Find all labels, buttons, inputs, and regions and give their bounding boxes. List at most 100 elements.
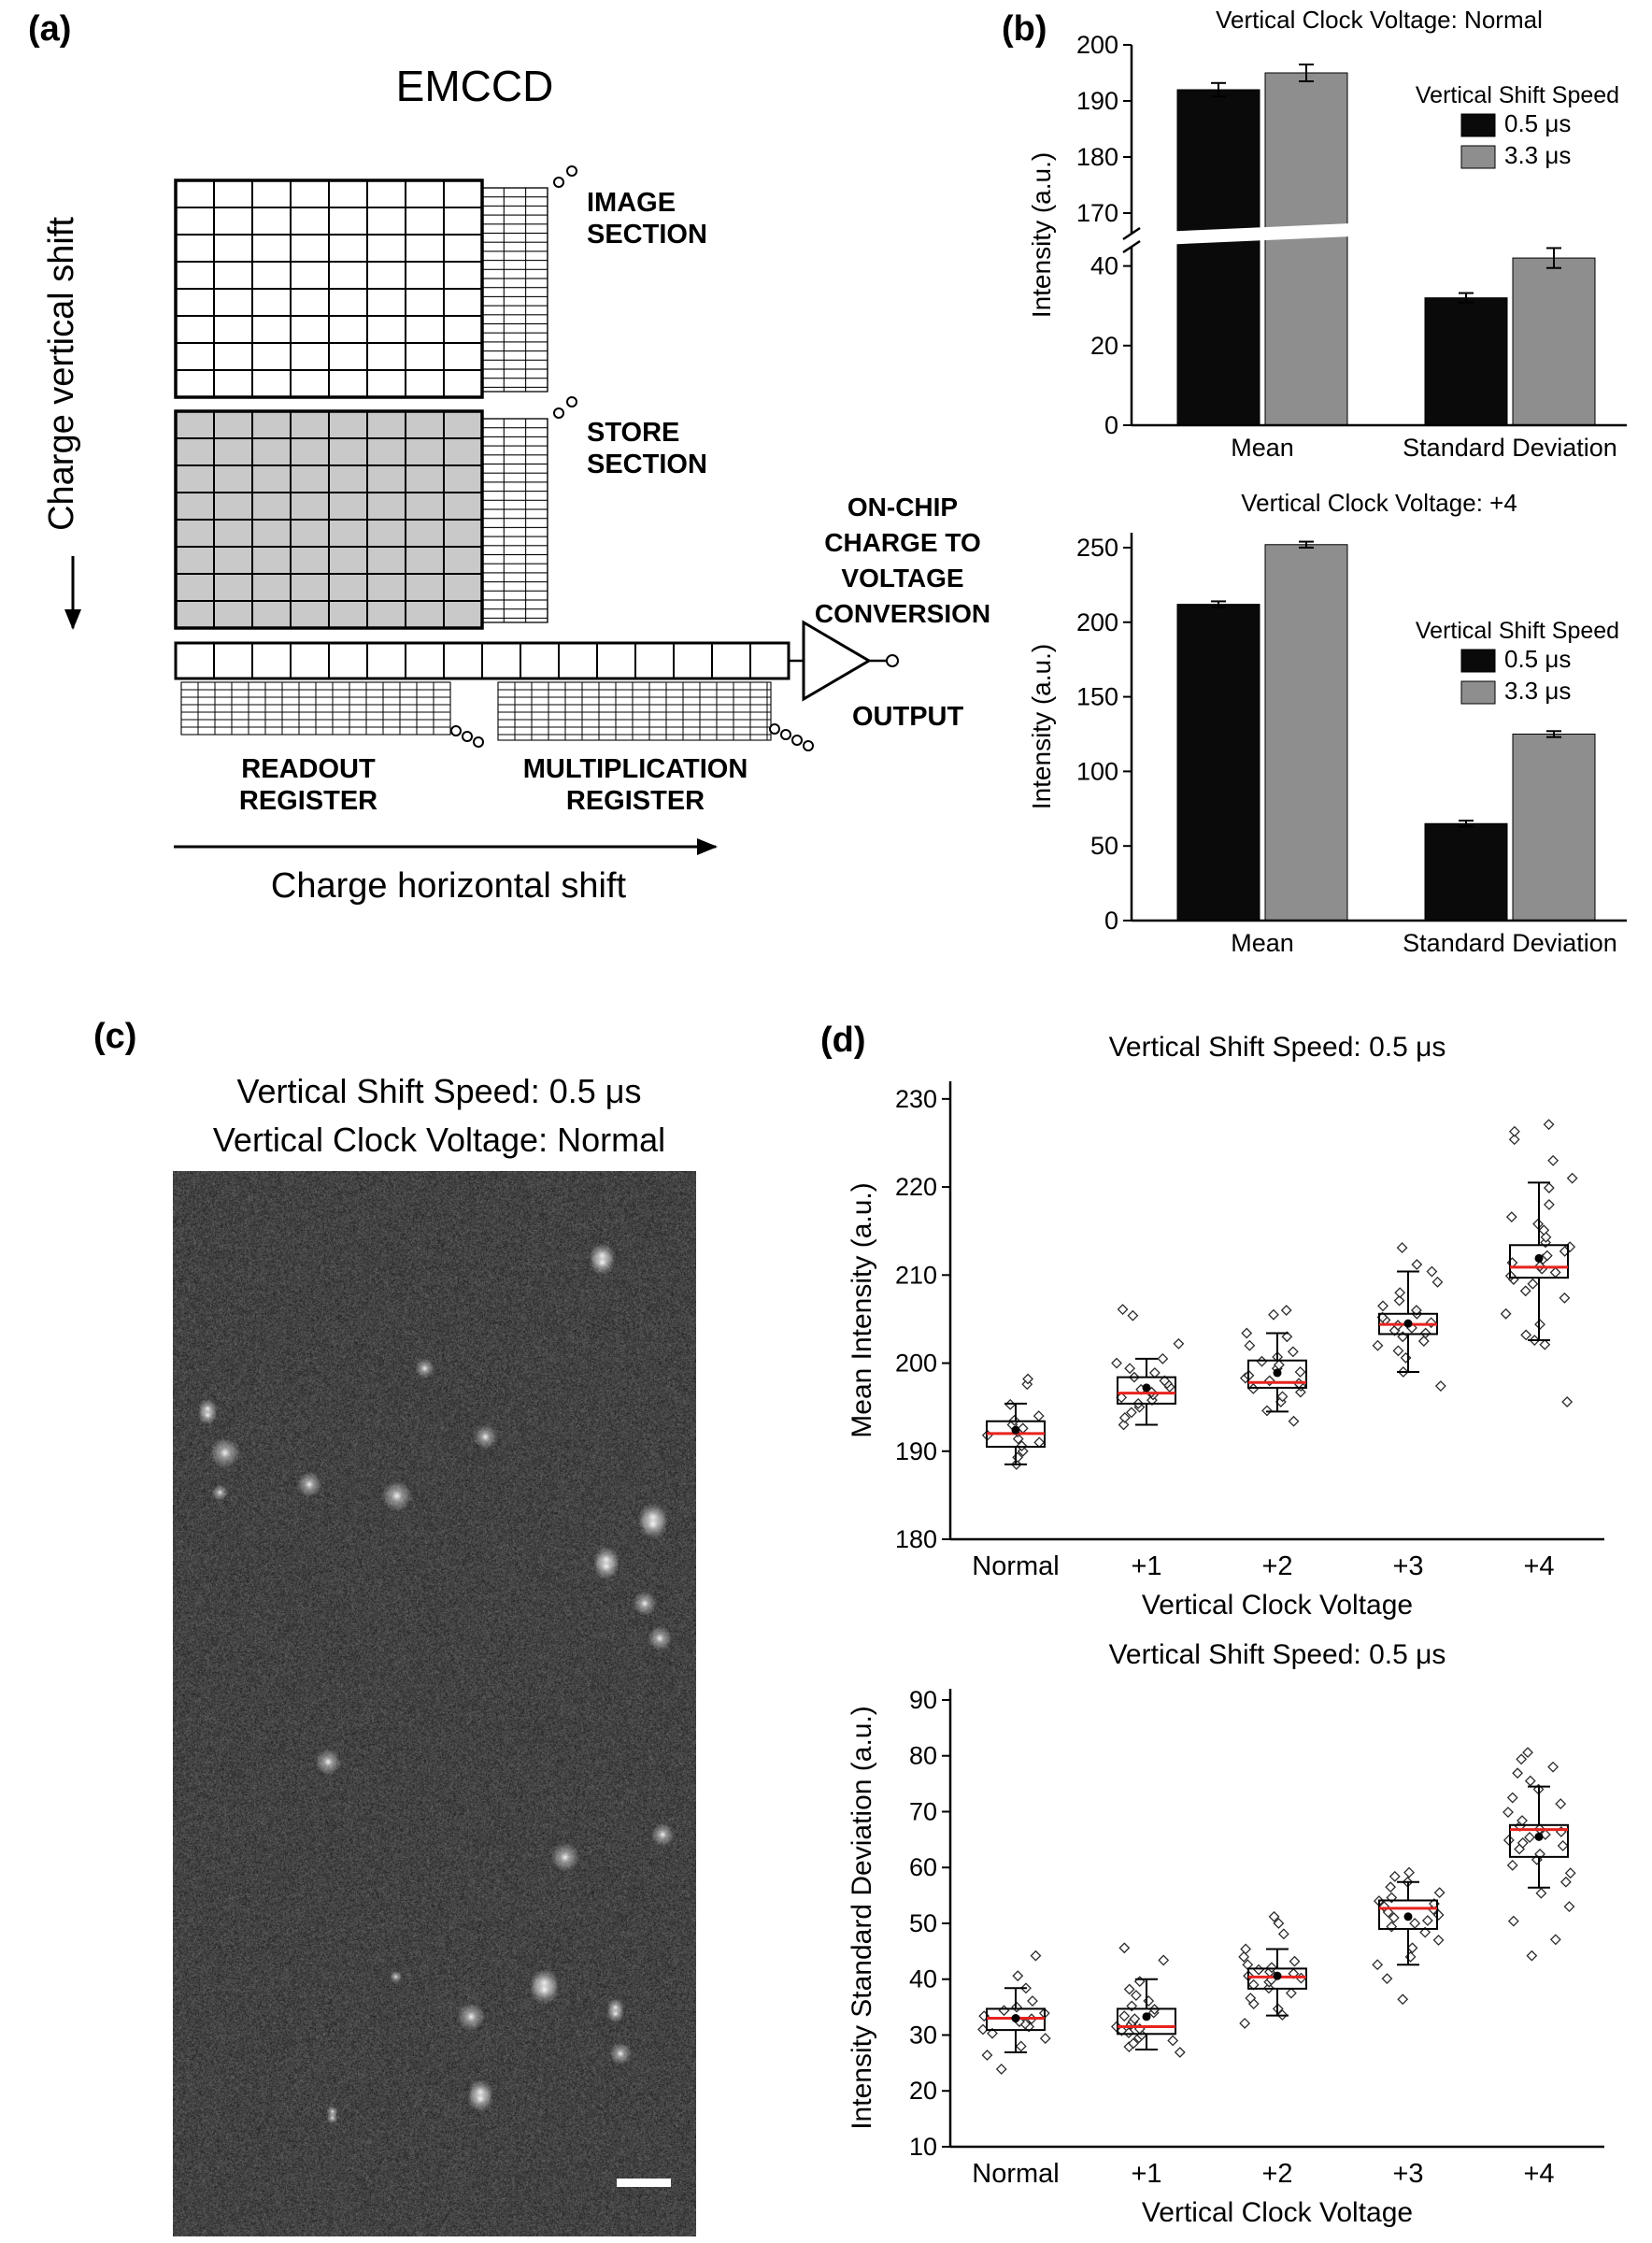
data-point (1167, 2035, 1179, 2047)
data-point (1564, 1867, 1576, 1879)
image-clock-terminal (566, 165, 577, 177)
emccd-diagram: EMCCD Charge vertical shift IMAGE SECTIO… (42, 62, 990, 906)
data-point (1273, 1918, 1285, 1929)
legend-label: 0.5 μs (1504, 645, 1571, 673)
onchip-label: ON-CHIP (847, 493, 958, 521)
legend-swatch (1460, 649, 1496, 673)
y-axis-title: Intensity Standard Deviation (a.u.) (847, 1706, 877, 2130)
box (1378, 1899, 1438, 1930)
multiplication-register-label: REGISTER (566, 786, 705, 816)
y-tick-label: 100 (1076, 757, 1118, 785)
y-tick-label: 250 (1076, 534, 1118, 562)
y-tick-label: 220 (895, 1173, 937, 1201)
data-point (1263, 1375, 1275, 1387)
data-point (1030, 1950, 1042, 1962)
image-clock-mesh (481, 187, 548, 393)
image-section-grid (176, 180, 482, 397)
data-point (1118, 1412, 1131, 1423)
y-axis-title: Intensity (a.u.) (1027, 152, 1056, 318)
data-point (1238, 1950, 1250, 1963)
category-label: Normal (972, 2159, 1059, 2189)
data-point (1557, 1839, 1569, 1851)
bar (1264, 72, 1348, 426)
data-point (1039, 2033, 1051, 2044)
data-point (1146, 1394, 1158, 1407)
data-point (1426, 1265, 1438, 1278)
onchip-label: CONVERSION (815, 599, 990, 628)
emccd-noise-image (173, 1171, 696, 2236)
data-point (1118, 2010, 1131, 2022)
charge-vertical-shift-label: Charge vertical shift (42, 217, 81, 531)
mean-dot (1534, 1253, 1544, 1263)
data-point (1118, 1419, 1130, 1431)
data-point (1372, 1339, 1384, 1351)
category-label: +1 (1131, 2159, 1161, 2189)
data-point (1240, 1943, 1252, 1955)
chart-title: Vertical Shift Speed: 0.5 μs (1109, 1032, 1446, 1063)
box (1247, 1967, 1307, 1990)
legend-title: Vertical Shift Speed (1416, 82, 1619, 108)
legend-title: Vertical Shift Speed (1416, 618, 1619, 644)
box (1117, 2007, 1176, 2036)
mean-dot (1403, 1912, 1413, 1922)
data-point (1543, 1119, 1555, 1131)
data-point (1148, 1366, 1161, 1379)
category-label: +4 (1523, 2159, 1554, 2189)
y-tick-label: 200 (1076, 608, 1118, 636)
category-label: +4 (1523, 1551, 1554, 1581)
data-point (1431, 1276, 1444, 1288)
data-point (1158, 1954, 1170, 1966)
bar (1424, 297, 1508, 426)
bar (1176, 89, 1260, 426)
data-point (1287, 1346, 1299, 1358)
data-point (1123, 1983, 1135, 1995)
store-clock-mesh (481, 418, 548, 623)
data-point (1400, 1351, 1412, 1364)
data-point (1507, 1915, 1519, 1927)
data-point (1540, 1231, 1552, 1243)
mult-clock-terminal (803, 740, 814, 751)
data-point (1127, 1309, 1139, 1322)
data-point (1541, 1250, 1553, 1262)
data-point (1277, 1928, 1289, 1940)
y-tick-label: 230 (895, 1085, 937, 1113)
data-point (1544, 1199, 1555, 1210)
readout-clock-terminal (473, 736, 484, 748)
boxplot-intensity-sd: 10 20 30 40 50 60 70 80 90 Normal +1 +2 +3 +4 Vertical… (847, 1639, 1604, 2228)
data-point (1294, 1366, 1306, 1378)
readout-register-label: REGISTER (239, 786, 377, 816)
data-point (1268, 1910, 1280, 1922)
output-terminal (886, 654, 899, 667)
data-point (1128, 2037, 1139, 2050)
data-point (1118, 1942, 1131, 1954)
legend-label: 3.3 μs (1504, 677, 1571, 705)
legend-swatch (1460, 680, 1496, 705)
data-point (995, 2064, 1007, 2075)
chart-title: Vertical Shift Speed: 0.5 μs (1109, 1639, 1446, 1670)
category-label: +2 (1261, 1551, 1292, 1581)
data-point (1125, 1407, 1137, 1419)
data-point (1559, 1876, 1572, 1888)
readout-clock-comb (180, 681, 451, 736)
data-point (1124, 1363, 1136, 1375)
y-tick-label: 30 (909, 2021, 937, 2049)
legend-swatch (1460, 113, 1496, 137)
data-point (1372, 1959, 1384, 1971)
data-point (1111, 1357, 1122, 1369)
data-point (1434, 1380, 1446, 1392)
data-point (1385, 1881, 1397, 1893)
axis-break-band (1118, 211, 1627, 247)
readout-register-label: READOUT (241, 754, 376, 784)
data-point (1022, 1373, 1033, 1385)
data-point (1547, 1154, 1559, 1166)
panel-d-label: (d) (820, 1021, 866, 1060)
readout-register-row (176, 643, 789, 679)
data-point (1421, 1915, 1433, 1926)
charge-horizontal-shift-label: Charge horizontal shift (271, 866, 627, 906)
data-point (1396, 1242, 1408, 1254)
onchip-label: CHARGE TO (824, 528, 981, 557)
y-tick-label: 180 (895, 1525, 937, 1553)
readout-clock-terminal (462, 731, 473, 742)
data-point (1563, 1901, 1575, 1912)
data-point (1381, 1973, 1393, 1985)
